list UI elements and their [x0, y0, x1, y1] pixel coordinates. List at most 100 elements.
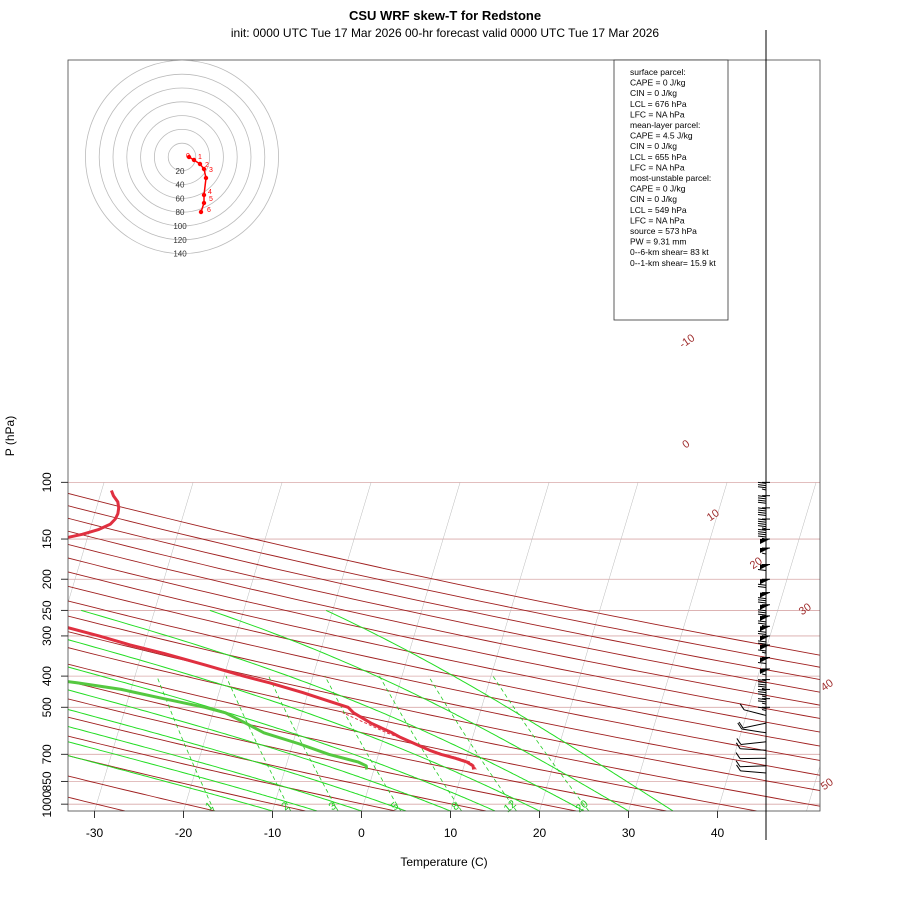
- isotherm-line: [68, 482, 105, 604]
- barb-half-feather: [761, 624, 767, 627]
- mixing-ratio-line: [379, 675, 462, 811]
- barb-feather: [757, 486, 767, 489]
- stats-line: LFC = NA hPa: [630, 215, 685, 225]
- barb-feather: [757, 599, 767, 602]
- stats-box: [613, 59, 729, 321]
- barb-pennant: [760, 644, 770, 650]
- barb-half-feather: [761, 537, 767, 540]
- dry-adiabat-line: [68, 775, 216, 811]
- wind-barb: [757, 495, 770, 504]
- stats-line: CIN = 0 J/kg: [630, 194, 677, 204]
- hodograph-ring: [140, 115, 224, 199]
- dry-adiabat-line: [68, 530, 820, 693]
- barb-feather: [757, 583, 767, 586]
- dry-adiabat-label: 30: [797, 601, 814, 618]
- wind-barb: [757, 656, 770, 664]
- barb-feather: [757, 513, 767, 516]
- dry-adiabat-line: [68, 716, 486, 811]
- isotherm-line: [450, 482, 550, 811]
- barb-feather: [757, 661, 767, 664]
- x-tick-label: 40: [711, 826, 725, 840]
- barb-feather: [757, 700, 767, 703]
- barb-pennant: [760, 592, 770, 598]
- stats-text: surface parcel: CAPE = 0 J/kg CIN = 0 J/kg…: [630, 67, 716, 268]
- barb-pennant: [760, 626, 770, 632]
- hodograph-ring-label: 60: [176, 194, 185, 203]
- mixing-ratio-label: 12: [502, 798, 519, 815]
- y-tick-label: 100: [40, 472, 54, 492]
- dry-adiabat-line: [68, 571, 820, 733]
- dry-adiabat-line: [68, 585, 820, 747]
- barb-feather: [739, 703, 745, 711]
- barb-pennant: [760, 548, 770, 554]
- stats-line: surface parcel:: [630, 67, 686, 77]
- sounding-profiles: [68, 489, 477, 770]
- x-tick-label: 0: [358, 826, 365, 840]
- barb-half-feather: [761, 687, 767, 690]
- dry-adiabat-label: 0: [680, 438, 692, 451]
- isotherm-line: [806, 765, 820, 811]
- hodograph-point: [197, 161, 203, 167]
- wind-barb: [757, 481, 770, 491]
- hodograph-point-label: 1: [198, 154, 202, 161]
- barb-feather: [757, 691, 767, 694]
- dewpoint-line: [68, 680, 369, 770]
- barb-half-feather: [761, 651, 767, 654]
- barb-feather: [736, 738, 742, 745]
- isotherm-line: [628, 482, 728, 811]
- isotherm-line: [0, 482, 15, 811]
- wind-barb: [737, 722, 767, 734]
- wind-barb: [757, 635, 770, 645]
- barb-shaft: [740, 770, 767, 774]
- barb-feather: [757, 613, 767, 616]
- wind-barb: [757, 564, 770, 572]
- hodograph-ring-label: 80: [176, 208, 185, 217]
- barb-shaft: [740, 765, 767, 768]
- isotherm-line: [717, 482, 817, 811]
- stats-line: LCL = 676 hPa: [630, 99, 687, 109]
- hodograph-point-label: 6: [207, 207, 211, 214]
- barb-half-feather: [761, 702, 767, 705]
- y-tick-label: 700: [40, 744, 54, 764]
- stats-line: mean-layer parcel:: [630, 120, 700, 130]
- temperature-line: [68, 489, 476, 770]
- stats-line: most-unstable parcel:: [630, 173, 711, 183]
- hodograph-point-label: 0: [186, 153, 190, 160]
- barb-feather: [757, 622, 767, 625]
- wind-barbs: [735, 30, 770, 840]
- chart-title: CSU WRF skew-T for Redstone: [349, 8, 541, 23]
- y-tick-label: 300: [40, 626, 54, 646]
- dry-adiabat-line: [68, 663, 757, 811]
- barb-feather: [757, 518, 767, 521]
- barb-half-feather: [761, 527, 767, 530]
- barb-pennant: [760, 604, 770, 610]
- dry-adiabat-line: [68, 698, 577, 811]
- dry-adiabat-label: 20: [748, 555, 765, 572]
- barb-feather: [757, 640, 767, 643]
- wind-barb: [757, 644, 770, 654]
- barb-pennant: [760, 635, 770, 641]
- stats-line: CAPE = 0 J/kg: [630, 78, 686, 88]
- barb-feather: [757, 528, 767, 531]
- hodograph-point: [201, 200, 207, 206]
- chart-subtitle: init: 0000 UTC Tue 17 Mar 2026 00-hr for…: [231, 26, 660, 40]
- dry-adiabat-label: 10: [705, 507, 722, 524]
- dry-adiabat-line: [68, 647, 820, 807]
- barb-feather: [757, 585, 767, 588]
- wind-barb: [757, 625, 770, 638]
- wind-barb: [757, 528, 770, 540]
- barb-feather: [757, 679, 767, 682]
- barb-feather: [757, 693, 767, 696]
- dry-adiabat-label: -10: [677, 332, 697, 351]
- x-axis-label: Temperature (C): [400, 855, 487, 869]
- barb-feather: [757, 499, 767, 502]
- stats-line: 0--6-km shear= 83 kt: [630, 247, 709, 257]
- barb-feather: [735, 752, 741, 759]
- moist-adiabat-line: [68, 755, 273, 811]
- barb-feather: [757, 698, 767, 701]
- stats-line: CAPE = 4.5 J/kg: [630, 131, 693, 141]
- stats-line: source = 573 hPa: [630, 226, 697, 236]
- dry-adiabat-line: [68, 615, 820, 776]
- moist-adiabat-line: [68, 725, 362, 811]
